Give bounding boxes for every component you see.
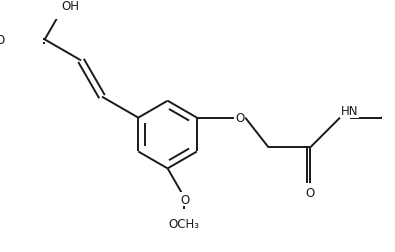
Text: O: O — [235, 112, 244, 125]
Text: O: O — [306, 186, 315, 199]
Text: OH: OH — [61, 1, 79, 13]
Text: O: O — [181, 193, 190, 206]
Text: HN: HN — [341, 104, 358, 117]
Text: OCH₃: OCH₃ — [169, 217, 200, 230]
Text: O: O — [0, 34, 5, 47]
